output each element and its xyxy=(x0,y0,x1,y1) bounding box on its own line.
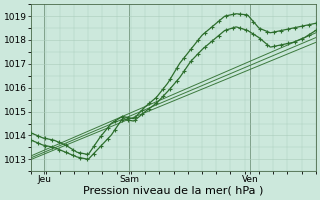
X-axis label: Pression niveau de la mer( hPa ): Pression niveau de la mer( hPa ) xyxy=(84,186,264,196)
